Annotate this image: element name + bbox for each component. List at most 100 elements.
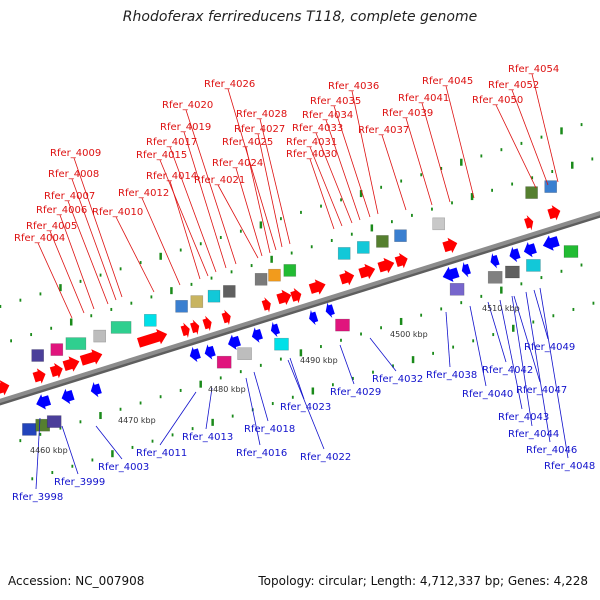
gene-label: Rfer_3998: [12, 492, 63, 503]
leader-line: [253, 371, 269, 422]
leader-line: [235, 167, 263, 257]
gene-label: Rfer_4049: [524, 342, 575, 353]
forward-gene-block: [254, 272, 268, 286]
forward-gene-arrow: [547, 205, 561, 221]
gene-label: Rfer_4027: [234, 124, 285, 135]
gene-label: Rfer_4044: [508, 429, 559, 440]
leader-line: [495, 104, 537, 189]
scale-label: 4460 kbp: [30, 446, 68, 455]
reverse-gene-arrow: [490, 253, 500, 269]
gene-label: Rfer_4047: [516, 385, 567, 396]
forward-gene-block: [207, 289, 221, 303]
reverse-gene-arrow: [204, 344, 216, 360]
forward-gene-arrow: [49, 362, 63, 379]
genome-title: Rhodoferax ferrireducens T118, complete …: [122, 9, 478, 25]
forward-gene-arrow: [290, 288, 302, 304]
scale-label: 4500 kbp: [390, 330, 428, 339]
forward-gene-arrow: [202, 315, 212, 332]
reverse-gene-block: [449, 282, 465, 296]
forward-gene-block: [50, 343, 64, 356]
forward-gene-block: [544, 180, 558, 193]
reverse-gene-arrow: [90, 382, 102, 398]
reverse-gene-arrow: [509, 246, 521, 263]
leader-line: [381, 134, 407, 211]
leader-line: [71, 178, 117, 301]
leader-line: [205, 387, 213, 430]
leader-line: [259, 118, 291, 245]
forward-gene-arrow: [276, 289, 292, 306]
leader-line: [525, 291, 551, 443]
gene-label: Rfer_4048: [544, 461, 595, 472]
forward-gene-block: [525, 186, 538, 199]
gene-label: Rfer_4021: [194, 175, 245, 186]
gene-label: Rfer_4006: [36, 205, 87, 216]
gene-label: Rfer_4017: [146, 137, 197, 148]
gene-label: Rfer_4024: [212, 158, 263, 169]
gene-label: Rfer_4022: [300, 452, 351, 463]
gene-label: Rfer_4013: [182, 432, 233, 443]
leader-line: [141, 197, 181, 286]
reverse-gene-arrow: [325, 302, 335, 318]
leader-line: [309, 146, 343, 227]
forward-gene-block: [65, 337, 87, 350]
reverse-gene-block: [505, 265, 520, 279]
leader-line: [339, 344, 355, 385]
forward-gene-arrow: [79, 349, 103, 366]
leader-line: [445, 85, 475, 199]
reverse-gene-arrow: [251, 327, 263, 343]
gene-label: Rfer_4033: [292, 123, 343, 134]
leader-line: [421, 102, 451, 203]
gene-label: Rfer_4009: [50, 148, 101, 159]
gene-label: Rfer_4020: [162, 100, 213, 111]
leader-line: [351, 90, 379, 215]
leader-line: [533, 289, 549, 340]
gene-label: Rfer_4038: [426, 370, 477, 381]
gene-label: Rfer_4014: [146, 171, 197, 182]
genome-axis: [0, 211, 600, 403]
forward-gene-arrow: [62, 356, 80, 372]
gene-label: Rfer_4018: [244, 424, 295, 435]
reverse-gene-arrow: [270, 321, 281, 338]
forward-gene-block: [268, 268, 281, 282]
leader-line: [159, 391, 197, 446]
leader-line: [61, 425, 79, 475]
gene-label: Rfer_4008: [48, 169, 99, 180]
gene-label: Rfer_4046: [526, 445, 577, 456]
gene-label: Rfer_4041: [398, 93, 449, 104]
scale-label: 4510 kbp: [482, 304, 520, 313]
forward-gene-arrow: [261, 297, 271, 313]
gene-label: Rfer_4052: [488, 80, 539, 91]
forward-gene-block: [337, 247, 351, 260]
gene-label: Rfer_4037: [358, 125, 409, 136]
gene-label: Rfer_4042: [482, 365, 533, 376]
leader-line: [245, 146, 271, 254]
forward-gene-block: [144, 313, 157, 327]
forward-gene-block: [376, 235, 389, 248]
leader-line: [539, 287, 569, 459]
accession-text: Accession: NC_007908: [8, 574, 145, 588]
leader-line: [185, 109, 237, 265]
gene-label: Rfer_4039: [382, 108, 433, 119]
scale-label: 4470 kbp: [118, 416, 156, 425]
leader-line: [511, 89, 549, 186]
genome-summary-text: Topology: circular; Length: 4,712,337 bp…: [258, 574, 588, 588]
leader-line: [49, 230, 85, 314]
leader-line: [35, 417, 41, 490]
gene-label: Rfer_4025: [222, 137, 273, 148]
gene-label: Rfer_4036: [328, 81, 379, 92]
forward-gene-arrow: [442, 237, 458, 254]
reverse-gene-arrow: [189, 346, 201, 363]
reverse-gene-block: [237, 347, 252, 361]
gene-label: Rfer_4004: [14, 233, 65, 244]
forward-gene-arrow: [32, 368, 46, 384]
gene-label: Rfer_4011: [136, 448, 187, 459]
leader-line: [333, 105, 371, 218]
scale-label: 4490 kbp: [300, 356, 338, 365]
reverse-gene-arrow: [542, 235, 560, 251]
gene-label: Rfer_4030: [286, 149, 337, 160]
forward-gene-arrow: [180, 322, 190, 338]
gene-label: Rfer_4050: [472, 95, 523, 106]
forward-gene-arrow: [190, 319, 200, 335]
reverse-gene-arrow: [36, 394, 52, 410]
